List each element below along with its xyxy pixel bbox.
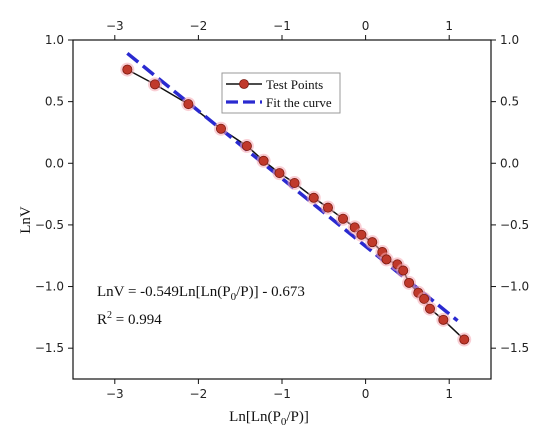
x-tick-label-top: 0 <box>362 19 370 33</box>
legend-test-points-label: Test Points <box>266 77 323 92</box>
x-tick-label-bottom: −2 <box>190 387 208 401</box>
test-point <box>122 64 133 75</box>
test-point <box>459 334 470 345</box>
data-layer <box>120 51 472 347</box>
legend-box <box>221 72 341 114</box>
y-tick-label-right: −1.0 <box>500 280 529 294</box>
r2-superscript: 2 <box>107 310 112 321</box>
x-axis-title: Ln[Ln(P0/P)] <box>229 409 309 428</box>
equation-main: LnV = -0.549Ln[Ln(P <box>97 284 231 300</box>
test-point <box>381 254 392 265</box>
legend-test-points-marker <box>239 79 249 89</box>
x-tick-label-top: −1 <box>273 19 291 33</box>
y-tick-label-left: −1.0 <box>35 280 64 294</box>
x-axis-title-subscript: 0 <box>281 416 287 428</box>
y-tick-label-left: 1.0 <box>45 33 64 47</box>
test-point <box>338 213 349 224</box>
x-tick-label-bottom: −3 <box>106 387 124 401</box>
x-tick-label-top: −2 <box>190 19 208 33</box>
r2-prefix: R <box>97 312 107 328</box>
y-tick-label-left: −1.5 <box>35 341 64 355</box>
y-tick-label-right: −1.5 <box>500 341 529 355</box>
r2-tail: = 0.994 <box>112 312 162 328</box>
x-axis-title-tail: /P)] <box>286 409 309 425</box>
test-point <box>398 265 409 276</box>
r2-annotation: R2 = 0.994 <box>97 310 162 328</box>
test-point <box>322 202 333 213</box>
y-tick-label-right: 0.0 <box>500 156 519 170</box>
legend-fit-label: Fit the curve <box>266 95 332 110</box>
x-axis-title-main: Ln[Ln(P <box>229 409 281 425</box>
y-tick-label-right: −0.5 <box>500 218 529 232</box>
test-point <box>258 155 269 166</box>
equation-subscript: 0 <box>231 291 237 303</box>
test-point <box>424 303 435 314</box>
equation-annotation: LnV = -0.549Ln[Ln(P0/P)] - 0.673 <box>97 284 305 303</box>
test-point <box>404 277 415 288</box>
test-point <box>274 168 285 179</box>
test-point <box>367 237 378 248</box>
x-tick-label-top: 1 <box>445 19 453 33</box>
test-point <box>215 123 226 134</box>
test-point <box>308 192 319 203</box>
y-tick-label-left: −0.5 <box>35 218 64 232</box>
x-tick-label-bottom: 1 <box>445 387 453 401</box>
axes-layer: −3 −3 −2 −2 −1 −1 0 0 1 1 1.0 1.0 0.5 0.5 0.0 0.0 −0.5 −0… <box>35 19 529 401</box>
y-tick-label-right: 0.5 <box>500 95 519 109</box>
y-tick-label-left: 0.5 <box>45 95 64 109</box>
y-tick-label-right: 1.0 <box>500 33 519 47</box>
y-axis-title: LnV <box>18 206 34 234</box>
x-tick-label-top: −3 <box>106 19 124 33</box>
test-point <box>241 141 252 152</box>
test-point <box>356 229 367 240</box>
y-tick-label-left: 0.0 <box>45 156 64 170</box>
test-point <box>289 177 300 188</box>
test-point <box>419 293 430 304</box>
test-point <box>438 314 449 325</box>
test-point <box>183 99 194 110</box>
legend: Test Points Fit the curve <box>221 72 341 114</box>
test-point <box>149 79 160 90</box>
x-tick-label-bottom: −1 <box>273 387 291 401</box>
equation-tail: /P)] - 0.673 <box>236 284 305 300</box>
x-tick-label-bottom: 0 <box>362 387 370 401</box>
